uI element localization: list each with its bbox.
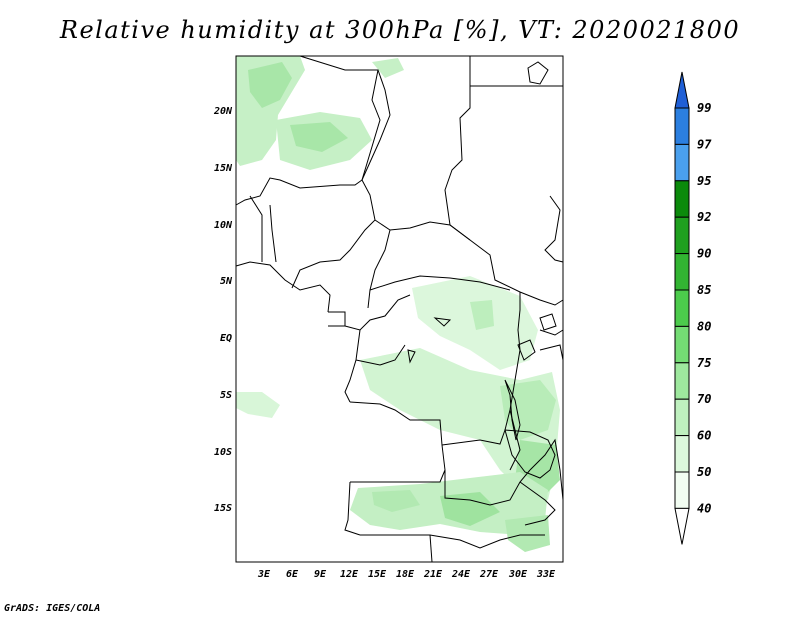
- lon-label: 12E: [340, 569, 359, 580]
- colorbar-label: 92: [697, 210, 711, 224]
- lon-label: 18E: [396, 569, 415, 580]
- colorbar-segment: [674, 253, 690, 291]
- humidity-shading: [236, 56, 560, 552]
- colorbar-segment: [674, 289, 690, 327]
- lat-label: 10N: [214, 220, 233, 231]
- lat-label: EQ: [220, 333, 232, 344]
- colorbar-label: 97: [697, 137, 712, 151]
- chart-title: Relative humidity at 300hPa [%], VT: 202…: [59, 16, 741, 44]
- lon-label: 6E: [286, 569, 299, 580]
- longitude-axis: 3E 6E 9E 12E 15E 18E 21E 24E 27E 30E 33E: [257, 569, 556, 580]
- colorbar-segment: [674, 398, 690, 437]
- lat-label: 15N: [214, 163, 233, 174]
- lat-label: 10S: [214, 447, 232, 458]
- grads-credit: GrADS: IGES/COLA: [4, 603, 101, 614]
- colorbar-segment: [674, 143, 690, 182]
- colorbar-segment: [674, 471, 690, 509]
- map-frame: [235, 55, 564, 563]
- colorbar-label: 80: [697, 319, 711, 333]
- country-borders: [235, 55, 564, 563]
- colorbar-segment: [674, 107, 690, 145]
- colorbar-segment: [674, 435, 690, 473]
- colorbar-label: 95: [697, 174, 711, 188]
- latitude-axis: 20N 15N 10N 5N EQ 5S 10S 15S: [213, 106, 233, 514]
- lon-label: 27E: [479, 569, 499, 580]
- colorbar-label: 60: [697, 429, 711, 443]
- colorbar-label: 90: [697, 247, 711, 261]
- colorbar-label: 50: [697, 465, 711, 479]
- lon-label: 15E: [368, 569, 387, 580]
- colorbar-segment: [674, 362, 690, 400]
- colorbar-segment: [674, 325, 690, 364]
- lon-label: 24E: [451, 569, 471, 580]
- colorbar-label: 85: [697, 283, 711, 297]
- lat-label: 5S: [220, 390, 232, 401]
- lon-label: 30E: [508, 569, 528, 580]
- lat-label: 5N: [220, 276, 233, 287]
- lon-label: 3E: [257, 569, 271, 580]
- colorbar-segment: [674, 216, 690, 255]
- colorbar-segment: [674, 180, 690, 218]
- colorbar-label: 40: [697, 501, 711, 515]
- colorbar-label: 99: [697, 101, 711, 115]
- colorbar-top-arrow: [674, 71, 690, 109]
- lon-label: 9E: [314, 569, 327, 580]
- colorbar-bottom-arrow: [674, 507, 690, 545]
- colorbar-label: 70: [697, 392, 711, 406]
- lon-label: 21E: [423, 569, 443, 580]
- lat-label: 20N: [213, 106, 233, 117]
- colorbar: 99 97 95 92 90 85 80 75 70 60 50 40: [674, 71, 712, 545]
- lat-label: 15S: [214, 503, 232, 514]
- colorbar-label: 75: [697, 356, 711, 370]
- lon-label: 33E: [536, 569, 556, 580]
